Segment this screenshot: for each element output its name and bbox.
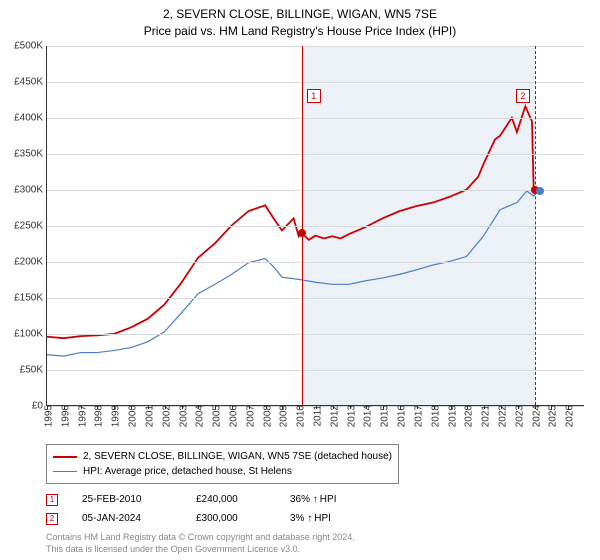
y-axis-label: £250K [14,221,47,232]
y-axis-label: £400K [14,113,47,124]
sale-legend-row: 2 05-JAN-2024 £300,000 3% HPI [46,509,584,528]
x-axis-label: 2020 [460,405,475,427]
sale-legend-row: 1 25-FEB-2010 £240,000 36% HPI [46,490,584,509]
legend: 2, SEVERN CLOSE, BILLINGE, WIGAN, WN5 7S… [46,444,584,555]
y-axis-label: £100K [14,329,47,340]
footer: Contains HM Land Registry data © Crown c… [46,532,584,555]
y-axis-label: £200K [14,257,47,268]
series-line [47,106,534,338]
x-axis-label: 2017 [409,405,424,427]
legend-row-property: 2, SEVERN CLOSE, BILLINGE, WIGAN, WN5 7S… [53,449,392,464]
x-axis-label: 1995 [40,405,55,427]
y-axis-label: £500K [14,41,47,52]
sale-price: £240,000 [196,490,266,509]
sale-date: 25-FEB-2010 [82,490,172,509]
y-axis-label: £50K [20,365,47,376]
y-axis-label: £150K [14,293,47,304]
title-subtitle: Price paid vs. HM Land Registry's House … [0,23,600,40]
footer-line1: Contains HM Land Registry data © Crown c… [46,532,355,542]
title-address: 2, SEVERN CLOSE, BILLINGE, WIGAN, WN5 7S… [0,6,600,23]
gridline [47,298,584,299]
y-axis-label: £450K [14,77,47,88]
y-axis-label: £300K [14,185,47,196]
sale-price: £300,000 [196,509,266,528]
x-axis-label: 2019 [443,405,458,427]
gridline [47,190,584,191]
sale-delta: 3% HPI [290,509,331,528]
gridline [47,370,584,371]
x-axis-label: 2016 [393,405,408,427]
gridline [47,46,584,47]
legend-label-hpi: HPI: Average price, detached house, St H… [83,464,292,479]
x-axis-label: 1996 [56,405,71,427]
x-axis-label: 1999 [107,405,122,427]
x-axis-label: 2015 [376,405,391,427]
x-axis-label: 2011 [309,405,324,427]
hpi-terminal-dot [536,187,544,195]
swatch-property [53,456,77,458]
x-axis-label: 2004 [191,405,206,427]
legend-label-property: 2, SEVERN CLOSE, BILLINGE, WIGAN, WN5 7S… [83,449,392,464]
sale-index-badge: 1 [46,494,58,506]
x-axis-label: 2022 [493,405,508,427]
sale-vline [535,46,536,405]
x-axis-label: 2007 [241,405,256,427]
x-axis-label: 2018 [426,405,441,427]
x-axis-label: 2014 [359,405,374,427]
footer-line2: This data is licensed under the Open Gov… [46,544,300,554]
sale-badge: 1 [307,89,321,103]
x-axis-label: 1998 [90,405,105,427]
x-axis-label: 2023 [510,405,525,427]
x-axis-label: 2009 [275,405,290,427]
sales-rows: 1 25-FEB-2010 £240,000 36% HPI 2 05-JAN-2024 £… [46,490,584,528]
chart-container: 2, SEVERN CLOSE, BILLINGE, WIGAN, WN5 7S… [0,0,600,560]
legend-series-box: 2, SEVERN CLOSE, BILLINGE, WIGAN, WN5 7S… [46,444,399,484]
x-axis-label: 2021 [477,405,492,427]
x-axis-label: 2002 [157,405,172,427]
x-axis-label: 1997 [73,405,88,427]
x-axis-label: 2012 [325,405,340,427]
gridline [47,334,584,335]
sale-badge: 2 [516,89,530,103]
x-axis-label: 2006 [224,405,239,427]
sale-index-badge: 2 [46,513,58,525]
x-axis-label: 2025 [544,405,559,427]
gridline [47,226,584,227]
swatch-hpi [53,471,77,473]
legend-row-hpi: HPI: Average price, detached house, St H… [53,464,392,479]
x-axis-label: 2003 [174,405,189,427]
gridline [47,118,584,119]
gridline [47,262,584,263]
gridline [47,154,584,155]
x-axis-label: 2024 [527,405,542,427]
x-axis-label: 2026 [561,405,576,427]
x-axis-label: 2010 [292,405,307,427]
plot-area: £0£50K£100K£150K£200K£250K£300K£350K£400… [46,46,584,406]
sale-dot [298,229,306,237]
x-axis-label: 2005 [208,405,223,427]
sale-delta: 36% HPI [290,490,336,509]
gridline [47,82,584,83]
y-axis-label: £350K [14,149,47,160]
chart-title: 2, SEVERN CLOSE, BILLINGE, WIGAN, WN5 7S… [0,0,600,40]
x-axis-label: 2008 [258,405,273,427]
sale-date: 05-JAN-2024 [82,509,172,528]
x-axis-label: 2001 [140,405,155,427]
sale-vline [302,46,303,405]
x-axis-label: 2013 [342,405,357,427]
x-axis-label: 2000 [124,405,139,427]
